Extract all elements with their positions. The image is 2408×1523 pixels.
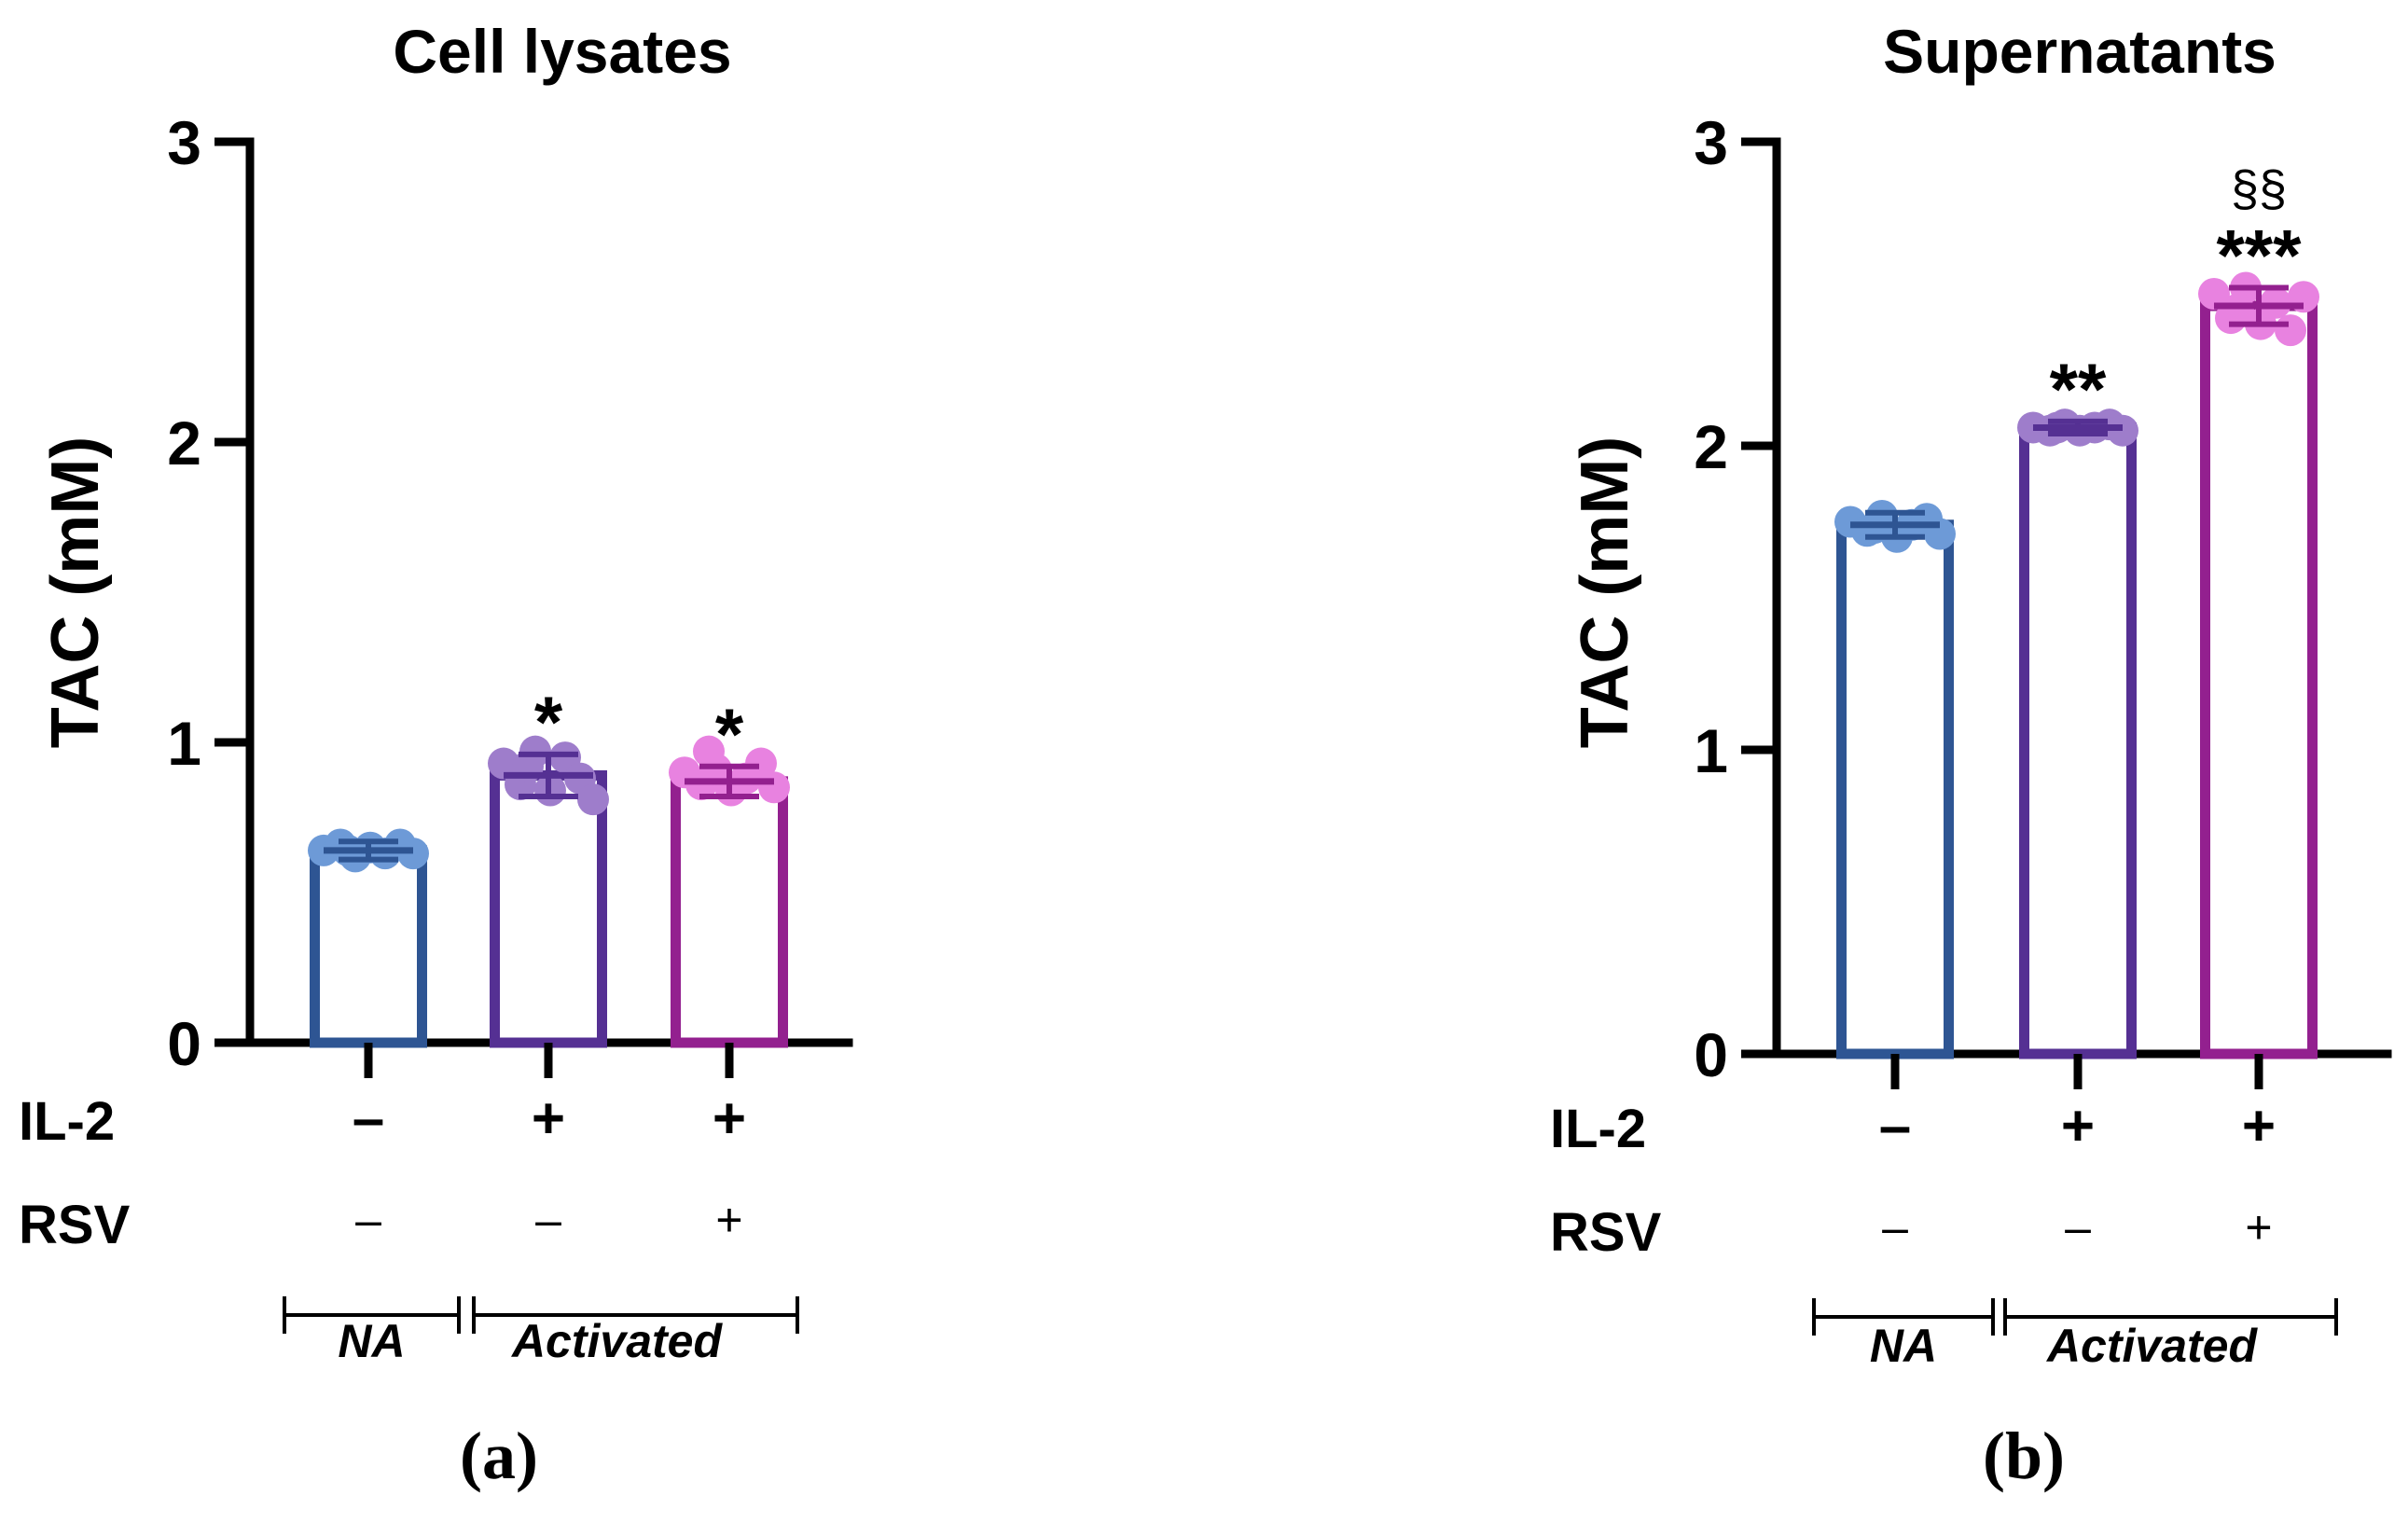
chart-title: Supernatants bbox=[1883, 17, 2277, 86]
y-tick-label: 3 bbox=[1694, 108, 1728, 177]
il2-value: – bbox=[1879, 1094, 1911, 1158]
data-point bbox=[2275, 314, 2306, 347]
rsv-value: – bbox=[1882, 1201, 1908, 1253]
il2-row-label: IL-2 bbox=[1550, 1099, 1646, 1159]
chart-title: Cell lysates bbox=[393, 17, 731, 86]
y-axis-label: TAC (mM) bbox=[1568, 436, 1642, 749]
rsv-value: – bbox=[535, 1194, 561, 1246]
panel-label: (a) bbox=[460, 1419, 538, 1493]
rsv-value: + bbox=[2245, 1201, 2272, 1253]
il2-value: – bbox=[353, 1087, 384, 1151]
bar bbox=[2019, 422, 2137, 1059]
significance-label: * bbox=[534, 681, 563, 763]
il2-row-label: IL-2 bbox=[19, 1091, 115, 1152]
y-tick-label: 1 bbox=[1694, 716, 1728, 785]
significance-label: * bbox=[715, 693, 744, 775]
rsv-value: + bbox=[715, 1194, 742, 1246]
panel-label: (b) bbox=[1983, 1419, 2065, 1493]
il2-value: + bbox=[2242, 1094, 2276, 1158]
data-point bbox=[758, 771, 790, 804]
rsv-row-label: RSV bbox=[19, 1195, 131, 1255]
bar bbox=[490, 769, 607, 1048]
rsv-row-label: RSV bbox=[1550, 1202, 1662, 1263]
il2-value: + bbox=[532, 1087, 565, 1151]
rsv-value: – bbox=[2065, 1201, 2091, 1253]
significance-label-secondary: §§ bbox=[2231, 160, 2287, 216]
data-point bbox=[693, 735, 725, 768]
significance-label: ** bbox=[2050, 348, 2107, 430]
data-point bbox=[745, 747, 777, 780]
il2-value: + bbox=[713, 1087, 746, 1151]
bar bbox=[1836, 519, 1954, 1059]
y-axis-label: TAC (mM) bbox=[38, 436, 113, 749]
group-label-activated: Activated bbox=[2045, 1320, 2259, 1372]
significance-label: *** bbox=[2216, 214, 2302, 296]
rsv-value: – bbox=[355, 1194, 381, 1246]
y-tick-label: 2 bbox=[1694, 412, 1728, 481]
bar bbox=[310, 845, 427, 1048]
group-label-activated: Activated bbox=[510, 1315, 724, 1367]
il2-value: + bbox=[2061, 1094, 2095, 1158]
y-tick-label: 0 bbox=[167, 1009, 201, 1078]
y-tick-label: 2 bbox=[167, 408, 201, 478]
bar bbox=[2200, 300, 2318, 1059]
group-label-na: NA bbox=[1870, 1320, 1937, 1372]
data-point bbox=[577, 783, 609, 816]
group-label-na: NA bbox=[338, 1315, 405, 1367]
y-tick-label: 0 bbox=[1694, 1020, 1728, 1089]
data-point bbox=[2198, 278, 2230, 310]
y-tick-label: 3 bbox=[167, 108, 201, 177]
y-tick-label: 1 bbox=[167, 709, 201, 778]
bar bbox=[671, 776, 788, 1048]
